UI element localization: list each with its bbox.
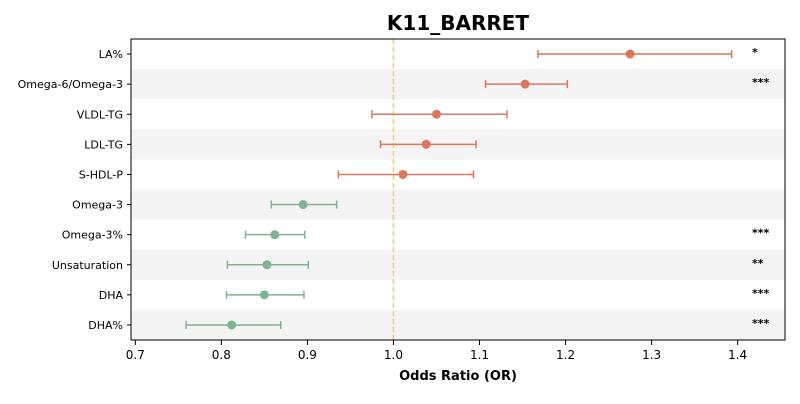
significance-label: *** xyxy=(752,227,770,240)
row-bands xyxy=(131,69,785,340)
point-estimate xyxy=(421,139,431,149)
y-tick-label: S-HDL-P xyxy=(79,168,124,181)
y-tick-label: Omega-3 xyxy=(72,199,123,212)
point-estimate xyxy=(270,230,280,240)
plot-marks xyxy=(185,49,733,330)
point-estimate xyxy=(398,169,408,179)
point-estimate xyxy=(298,200,308,210)
x-tick-label: 1.2 xyxy=(556,348,575,362)
x-tick-label: 1.4 xyxy=(728,348,747,362)
x-axis: 0.7 0.8 0.9 1.0 1.1 1.2 1.3 1.4 xyxy=(126,340,747,362)
y-tick-label: VLDL-TG xyxy=(77,108,123,121)
significance-label: *** xyxy=(752,287,770,300)
x-tick-label: 0.8 xyxy=(212,348,231,362)
plot-frame xyxy=(130,38,786,341)
point-estimate xyxy=(431,109,441,119)
significance-labels: *************** xyxy=(752,46,770,330)
x-tick-label: 1.1 xyxy=(470,348,489,362)
significance-label: *** xyxy=(752,76,770,89)
significance-label: ** xyxy=(752,257,764,270)
point-estimate xyxy=(262,260,272,270)
y-tick-label: LA% xyxy=(99,48,123,61)
x-axis-label: Odds Ratio (OR) xyxy=(399,369,517,384)
y-tick-label: Omega-3% xyxy=(62,229,123,242)
y-tick-label: DHA xyxy=(99,289,124,302)
y-axis-labels: LA% Omega-6/Omega-3 VLDL-TG LDL-TG S-HDL-P Om… xyxy=(18,48,131,332)
x-tick-label: 1.0 xyxy=(384,348,403,362)
x-tick-label: 0.9 xyxy=(298,348,317,362)
point-estimate xyxy=(259,290,269,300)
row-band xyxy=(131,189,785,220)
row-band xyxy=(131,69,785,100)
point-estimate xyxy=(625,49,635,59)
y-tick-label: Omega-6/Omega-3 xyxy=(18,78,123,91)
y-tick-label: Unsaturation xyxy=(52,259,123,272)
y-tick-label: DHA% xyxy=(88,319,123,332)
chart-title: K11_BARRET xyxy=(387,11,530,35)
point-estimate xyxy=(227,320,237,330)
point-estimate xyxy=(520,79,530,89)
significance-label: *** xyxy=(752,317,770,330)
x-tick-label: 0.7 xyxy=(126,348,145,362)
significance-label: * xyxy=(752,46,758,59)
y-tick-label: LDL-TG xyxy=(84,138,123,151)
x-tick-label: 1.3 xyxy=(642,348,661,362)
